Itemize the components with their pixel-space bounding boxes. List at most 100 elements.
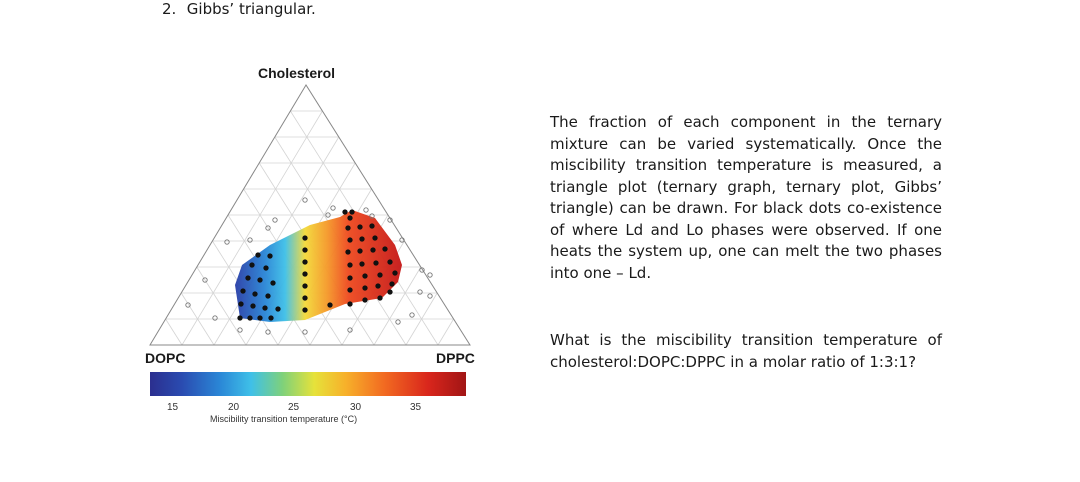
coexistence-dot [302, 235, 308, 241]
coexistence-dot [372, 235, 378, 241]
colorbar-tick: 30 [350, 402, 362, 413]
single-phase-dot [302, 197, 308, 203]
single-phase-dot [185, 302, 191, 308]
single-phase-dot [330, 205, 336, 211]
coexistence-dot [345, 225, 351, 231]
coexistence-dot [347, 237, 353, 243]
coexistence-dot [362, 273, 368, 279]
grid-line [165, 318, 183, 346]
coexistence-dot [268, 315, 274, 321]
single-phase-dot [399, 237, 405, 243]
single-phase-dot [237, 327, 243, 333]
ternary-plot [149, 84, 471, 346]
single-phase-dot [387, 217, 393, 223]
vertex-label-dopc: DOPC [145, 350, 186, 366]
colorbar-label: Miscibility transition temperature (°C) [210, 414, 358, 424]
coexistence-dot [238, 301, 244, 307]
grid-line [196, 266, 247, 346]
coexistence-dot [357, 248, 363, 254]
coexistence-dot [362, 297, 368, 303]
coexistence-dot [370, 247, 376, 253]
single-phase-dot [419, 267, 425, 273]
coexistence-dot [249, 262, 255, 268]
grid-line [373, 266, 422, 346]
coexistence-dot [262, 305, 268, 311]
coexistence-dot [327, 302, 333, 308]
heading-text: Gibbs’ triangular. [186, 0, 316, 18]
single-phase-dot [325, 212, 331, 218]
coexistence-dot [255, 252, 261, 258]
coexistence-dot [263, 265, 269, 271]
coexistence-dot [392, 270, 398, 276]
coexistence-dot [357, 224, 363, 230]
coexistence-dot [342, 209, 348, 215]
single-phase-dot [302, 329, 308, 335]
grid-line [181, 110, 323, 346]
coexistence-dot [252, 291, 258, 297]
coexistence-dot [247, 315, 253, 321]
colorbar-tick: 35 [410, 402, 422, 413]
coexistence-dot [302, 307, 308, 313]
coexistence-dot [389, 281, 395, 287]
data-points [185, 197, 433, 335]
grid-line [213, 136, 340, 346]
paragraph-question: What is the miscibility transition tempe… [550, 331, 942, 371]
coexistence-dot [257, 277, 263, 283]
colorbar-tick: 25 [288, 402, 300, 413]
colorbar-tick: 20 [228, 402, 240, 413]
single-phase-dot [427, 293, 433, 299]
single-phase-dot [347, 327, 353, 333]
coexistence-dot [267, 253, 273, 259]
single-phase-dot [202, 277, 208, 283]
coexistence-dot [377, 295, 383, 301]
coexistence-dot [347, 301, 353, 307]
coexistence-dot [347, 215, 353, 221]
coexistence-dot [347, 287, 353, 293]
coexistence-dot [382, 246, 388, 252]
coexistence-dot [257, 315, 263, 321]
single-phase-dot [265, 329, 271, 335]
coexistence-dot [265, 293, 271, 299]
coexistence-dot [373, 260, 379, 266]
coexistence-dot [275, 306, 281, 312]
single-phase-dot [363, 207, 369, 213]
coexistence-dot [359, 261, 365, 267]
coexistence-dot [347, 275, 353, 281]
coexistence-dot [362, 285, 368, 291]
list-number: 2. [162, 0, 177, 18]
single-phase-dot [272, 217, 278, 223]
coexistence-dot [302, 271, 308, 277]
coexistence-dot [377, 272, 383, 278]
single-phase-dot [265, 225, 271, 231]
colorbar-tick: 15 [167, 402, 179, 413]
coexistence-dot [387, 289, 393, 295]
coexistence-dot [302, 283, 308, 289]
grid-line [437, 318, 454, 346]
single-phase-dot [212, 315, 218, 321]
coexistence-dot [345, 249, 351, 255]
vertex-label-cholesterol: Cholesterol [258, 65, 336, 81]
single-phase-dot [417, 289, 423, 295]
gibbs-triangle-figure: Cholesterol DOPC DPPC 15 20 25 30 35 Mis… [140, 60, 490, 440]
coexistence-dot [240, 288, 246, 294]
heatmap-region [235, 210, 402, 322]
coexistence-dot [359, 236, 365, 242]
coexistence-dot [349, 209, 355, 215]
coexistence-dot [245, 275, 251, 281]
triangle-outline [149, 84, 471, 346]
single-phase-dot [247, 237, 253, 243]
single-phase-dot [427, 272, 433, 278]
coexistence-dot [302, 259, 308, 265]
coexistence-dot [375, 283, 381, 289]
single-phase-dot [409, 312, 415, 318]
coexistence-dot [302, 295, 308, 301]
colorbar [150, 372, 466, 396]
vertex-label-dppc: DPPC [436, 350, 475, 366]
single-phase-dot [224, 239, 230, 245]
coexistence-dot [250, 303, 256, 309]
single-phase-dot [369, 213, 375, 219]
single-phase-dot [395, 319, 401, 325]
coexistence-dot [347, 262, 353, 268]
coexistence-dot [387, 259, 393, 265]
heading: 2. Gibbs’ triangular. [162, 0, 316, 18]
